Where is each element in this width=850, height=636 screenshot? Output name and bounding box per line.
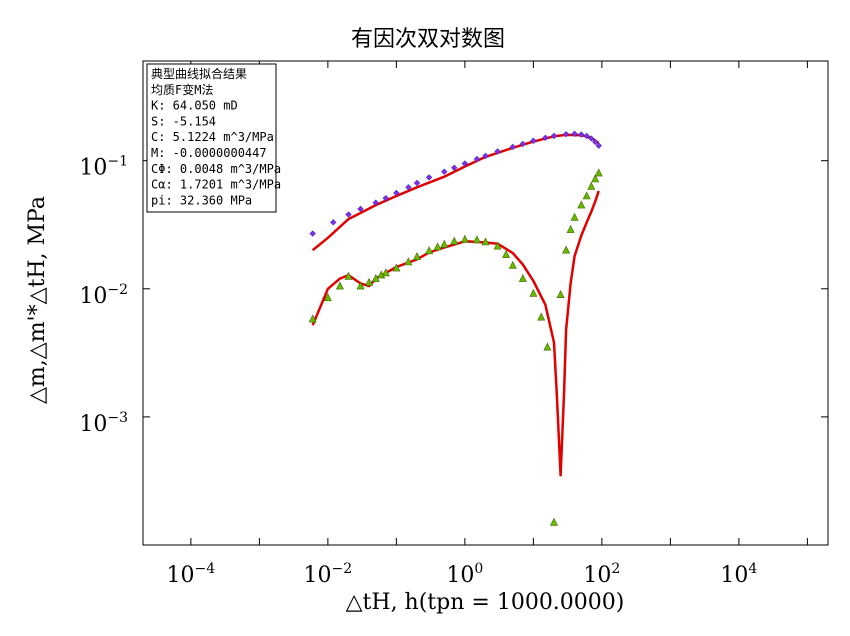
derivative-point — [460, 234, 469, 243]
derivative-point — [335, 281, 344, 290]
pressure-point — [542, 134, 549, 141]
pressure-point — [595, 142, 602, 149]
derivative-point — [440, 239, 449, 248]
y-tick-labels: 10−1 10−2 10−3 — [79, 154, 128, 437]
pressure-point — [451, 164, 458, 171]
model-derivative-curve — [311, 190, 600, 477]
legend-line: M: -0.0000000447 — [151, 146, 267, 160]
pressure-point — [583, 132, 590, 140]
chart-title: 有因次双对数图 — [351, 27, 505, 52]
derivative-point — [365, 277, 374, 286]
pressure-point — [441, 168, 448, 175]
x-tick-label: 104 — [720, 561, 757, 588]
pressure-point — [413, 179, 421, 187]
pressure-point — [482, 152, 489, 160]
derivative-point — [577, 200, 586, 209]
pressure-point — [461, 160, 469, 167]
derivative-point — [550, 517, 558, 526]
x-tick-label: 102 — [583, 561, 620, 588]
derivative-point — [570, 212, 579, 221]
derivative-point — [323, 293, 332, 302]
legend-line: 典型曲线拟合结果 — [151, 66, 247, 81]
pressure-point — [562, 131, 570, 138]
derivative-point — [344, 271, 353, 280]
x-tick-label: 100 — [446, 561, 483, 588]
pressure-point — [357, 205, 364, 213]
pressure-point — [588, 135, 595, 142]
pressure-point — [519, 140, 526, 148]
y-tick-label: 10−2 — [79, 282, 128, 309]
legend-line: S: -5.154 — [151, 114, 216, 128]
derivative-point — [392, 263, 401, 272]
pressure-point — [372, 199, 379, 206]
derivative-point — [529, 288, 538, 297]
pressure-point — [345, 211, 352, 218]
derivative-point — [594, 168, 603, 177]
derivative-point — [508, 260, 517, 269]
legend-line: C: 5.1224 m^3/MPa — [151, 130, 274, 144]
pressure-point — [382, 194, 389, 202]
derivative-point — [356, 281, 365, 290]
derivative-point — [493, 241, 502, 250]
derivative-point — [537, 312, 546, 321]
derivative-point-series — [308, 168, 603, 526]
derivative-point — [433, 242, 442, 251]
legend-line: Cα: 1.7201 m^3/MPa — [151, 178, 281, 192]
pressure-point — [425, 174, 433, 181]
legend-line: K: 64.050 mD — [151, 99, 238, 113]
pressure-point — [330, 219, 337, 226]
legend-line: 均质F变M法 — [151, 82, 213, 97]
pressure-point-series — [309, 130, 602, 237]
legend-line: pi: 32.360 MPa — [151, 193, 252, 207]
legend-frame — [146, 63, 277, 213]
pressure-point — [509, 143, 516, 151]
x-axis-label: △tH, h(tpn = 1000.0000) — [346, 590, 625, 615]
pressure-point — [592, 138, 599, 146]
pressure-point — [393, 189, 400, 197]
x-tick-label: 10−4 — [167, 561, 216, 588]
y-axis-label: △m,△m'*△tH, MPa — [25, 196, 50, 404]
pressure-point — [578, 131, 585, 138]
derivative-point — [543, 342, 552, 351]
derivative-point — [556, 290, 565, 299]
pressure-point — [473, 155, 481, 163]
derivative-point — [518, 273, 527, 282]
y-tick-label: 10−1 — [79, 154, 128, 181]
pressure-point — [571, 130, 578, 138]
axis-ticks — [143, 61, 828, 546]
derivative-point — [566, 224, 575, 233]
derivative-point — [425, 246, 434, 255]
derivative-point — [450, 236, 459, 245]
pressure-point — [309, 230, 316, 237]
derivative-point — [381, 268, 390, 277]
pressure-point — [550, 132, 558, 140]
derivative-point — [582, 191, 591, 200]
derivative-point — [591, 174, 600, 183]
legend-line: CΦ: 0.0048 m^3/MPa — [151, 162, 281, 176]
derivative-point — [308, 314, 317, 323]
pressure-point — [494, 148, 501, 155]
x-tick-label: 10−2 — [304, 561, 353, 588]
pressure-point — [405, 184, 412, 191]
derivative-point — [562, 245, 571, 254]
derivative-point — [481, 237, 490, 246]
derivative-point — [413, 252, 421, 261]
derivative-point — [502, 249, 511, 258]
derivative-point — [472, 235, 481, 244]
x-tick-labels: 10−4 10−2 100 102 104 — [167, 561, 758, 588]
pressure-point — [530, 137, 537, 144]
derivative-point — [404, 257, 413, 266]
derivative-point — [587, 181, 596, 190]
y-tick-label: 10−3 — [79, 410, 128, 437]
